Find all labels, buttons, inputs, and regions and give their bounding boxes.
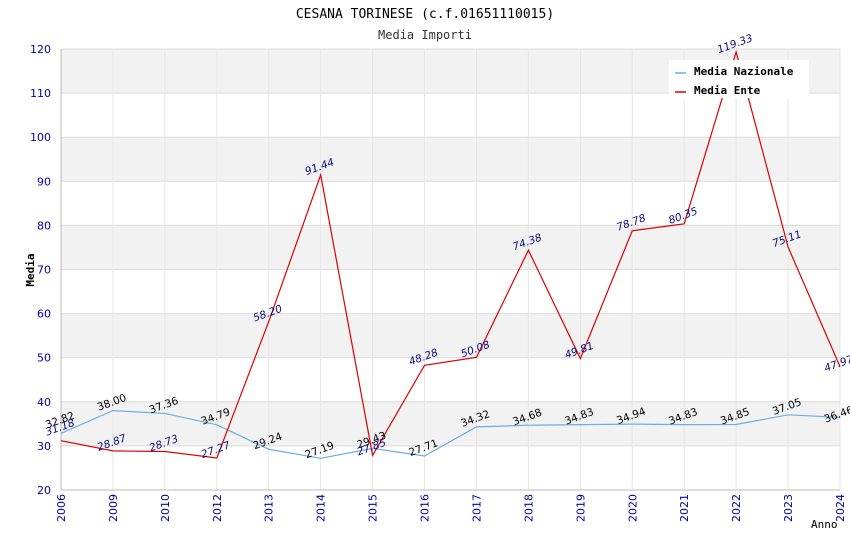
- legend-label-ente: Media Ente: [694, 84, 761, 97]
- y-tick-label: 20: [37, 484, 51, 497]
- x-tick-label: 2015: [367, 494, 380, 522]
- series-line-nazionale: [60, 410, 841, 459]
- x-tick-label: 2017: [470, 494, 483, 522]
- x-tick-label: 2012: [211, 494, 224, 522]
- x-tick-label: 2006: [55, 494, 68, 522]
- y-tick-label: 50: [37, 352, 51, 365]
- x-tick-label: 2009: [107, 494, 120, 522]
- y-tick-label: 60: [37, 308, 51, 321]
- x-tick-labels: 2006 2009 2010 2012 2013 2014 2015 2016 2017 2018…: [55, 494, 847, 522]
- y-tick-label: 90: [37, 175, 51, 188]
- x-tick-label: 2016: [419, 494, 432, 522]
- plot-band: [61, 445, 840, 490]
- legend-box: [669, 60, 809, 98]
- y-tick-label: 40: [37, 396, 51, 409]
- plot-band: [61, 137, 840, 182]
- x-tick-label: 2023: [782, 494, 795, 522]
- series-lines: [60, 49, 841, 459]
- x-tick-label: 2018: [522, 494, 535, 522]
- y-tick-label: 70: [37, 264, 51, 277]
- x-tick-label: 2010: [159, 494, 172, 522]
- plot-bands: [61, 49, 840, 490]
- y-tick-label: 100: [30, 131, 51, 144]
- series-line-ente: [60, 49, 841, 459]
- x-tick-label: 2021: [678, 494, 691, 522]
- y-tick-label: 30: [37, 440, 51, 453]
- plot-band: [61, 181, 840, 226]
- plot-band: [61, 401, 840, 446]
- plot-band: [61, 93, 840, 138]
- x-tick-label: 2014: [315, 494, 328, 522]
- x-tick-label: 2013: [263, 494, 276, 522]
- x-tick-label: 2024: [834, 494, 847, 522]
- x-axis-label: Anno: [811, 518, 838, 531]
- y-axis-label: Media: [24, 253, 37, 286]
- plot-band: [61, 269, 840, 314]
- x-tick-label: 2019: [574, 494, 587, 522]
- plot-band: [61, 313, 840, 358]
- chart-subtitle: Media Importi: [378, 28, 472, 42]
- x-tick-label: 2020: [626, 494, 639, 522]
- y-tick-label: 80: [37, 219, 51, 232]
- y-tick-label: 110: [30, 87, 51, 100]
- plot-band: [61, 225, 840, 270]
- chart-title: CESANA TORINESE (c.f.01651110015): [296, 7, 554, 22]
- y-tick-labels: 20 30 40 50 60 70 80 90 100 110 120: [30, 43, 51, 497]
- axes: [60, 49, 840, 491]
- legend-label-nazionale: Media Nazionale: [694, 65, 794, 78]
- y-tick-label: 120: [30, 43, 51, 56]
- legend: Media Nazionale Media Ente: [669, 60, 809, 98]
- x-tick-label: 2022: [730, 494, 743, 522]
- plot-band: [61, 357, 840, 402]
